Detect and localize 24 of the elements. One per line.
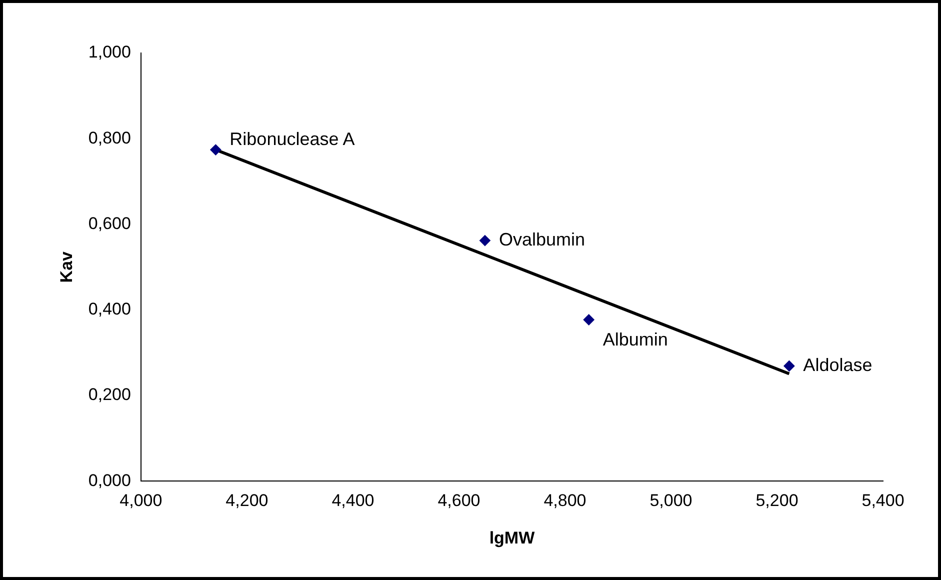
y-tick-label: 0,600: [88, 214, 131, 233]
x-tick-label: 5,400: [862, 491, 904, 510]
x-tick-label: 5,200: [756, 491, 798, 510]
point: [583, 314, 594, 326]
x-tick-label: 4,200: [226, 491, 268, 510]
point: [210, 144, 222, 156]
y-axis-title: Kav: [56, 250, 76, 283]
x-tick-label: 4,800: [544, 491, 586, 510]
x-tick-label: 4,400: [332, 491, 374, 510]
annotation: Albumin: [602, 330, 668, 350]
x-tick-label: 5,000: [650, 491, 692, 510]
y-tick-label: 0,000: [88, 470, 131, 490]
y-tick-label: 0,400: [88, 300, 131, 319]
x-axis-title: lgMW: [489, 528, 536, 548]
y-tick-label: 1,000: [88, 42, 131, 62]
x-tick-label: 4,000: [120, 491, 162, 510]
point: [479, 235, 490, 246]
annotation: Ovalbumin: [498, 230, 585, 250]
y-tick-label: 0,200: [88, 385, 131, 404]
point: [784, 360, 795, 372]
y-tick-label: 0,800: [88, 128, 131, 148]
x-tick-label: 4,600: [438, 491, 480, 510]
annotation: Aldolase: [803, 354, 872, 375]
annotation: Ribonuclease A: [230, 129, 355, 150]
